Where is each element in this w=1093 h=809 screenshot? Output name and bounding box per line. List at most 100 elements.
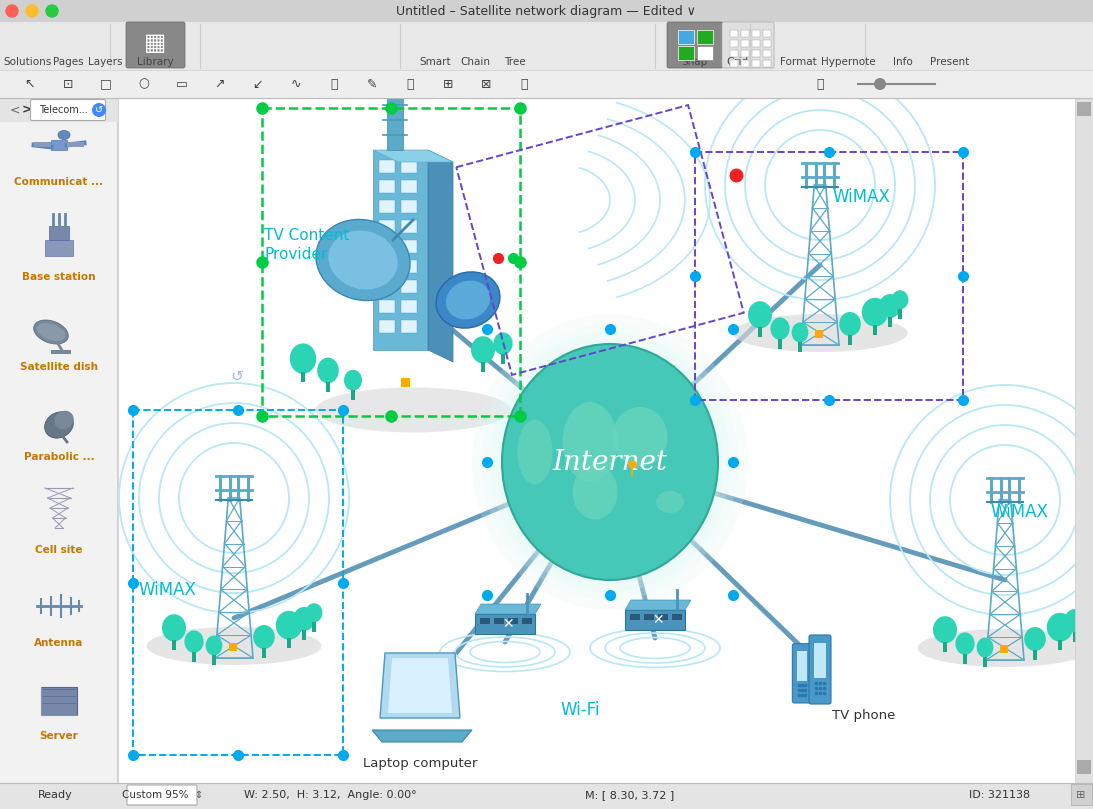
Ellipse shape	[1077, 605, 1093, 625]
Bar	[672, 614, 682, 620]
FancyBboxPatch shape	[722, 22, 774, 68]
Bar	[752, 30, 760, 37]
Text: Hypernote: Hypernote	[821, 57, 875, 67]
Text: ✎: ✎	[367, 78, 377, 91]
Text: Ready: Ready	[37, 790, 72, 800]
Bar	[379, 280, 395, 293]
Bar	[49, 226, 69, 240]
Bar	[51, 140, 67, 150]
Ellipse shape	[732, 314, 907, 352]
Bar	[401, 320, 418, 333]
Bar	[888, 317, 892, 327]
Ellipse shape	[37, 323, 66, 341]
Bar	[301, 372, 305, 382]
Bar	[379, 220, 395, 233]
Ellipse shape	[656, 491, 684, 513]
Bar	[763, 50, 771, 57]
Bar	[379, 300, 395, 313]
Bar	[480, 618, 490, 624]
Text: ⇕: ⇕	[193, 790, 202, 800]
Bar	[302, 630, 306, 640]
Ellipse shape	[517, 420, 552, 485]
Bar	[0, 783, 1093, 809]
Bar	[697, 46, 713, 60]
Text: <: <	[10, 104, 21, 116]
Ellipse shape	[34, 320, 69, 344]
Text: ⊞: ⊞	[443, 78, 454, 91]
FancyBboxPatch shape	[809, 635, 831, 704]
Ellipse shape	[290, 343, 316, 374]
Text: WiMAX: WiMAX	[138, 581, 196, 599]
Bar	[695, 152, 963, 400]
Bar	[379, 320, 395, 333]
Bar	[1000, 645, 1008, 653]
Bar	[401, 240, 418, 253]
Ellipse shape	[471, 337, 495, 363]
Polygon shape	[428, 150, 453, 362]
Ellipse shape	[490, 332, 730, 592]
Text: ID: 321138: ID: 321138	[969, 790, 1031, 800]
Text: Layers: Layers	[87, 57, 122, 67]
Text: Solutions: Solutions	[4, 57, 52, 67]
Text: WiMAX: WiMAX	[990, 503, 1048, 521]
Text: Antenna: Antenna	[34, 638, 84, 648]
Circle shape	[5, 5, 17, 17]
Bar	[379, 260, 395, 273]
Bar	[730, 60, 738, 67]
Bar	[678, 46, 694, 60]
Text: ↺: ↺	[230, 369, 243, 384]
Text: Cell site: Cell site	[35, 545, 83, 555]
Bar	[312, 622, 316, 632]
Ellipse shape	[146, 627, 321, 665]
Text: Format: Format	[779, 57, 816, 67]
Bar	[401, 180, 418, 193]
Text: >: >	[22, 104, 33, 116]
Bar	[508, 618, 518, 624]
Bar	[172, 640, 176, 650]
Bar	[379, 200, 395, 213]
Bar	[67, 142, 84, 147]
Bar	[475, 614, 534, 634]
Bar	[798, 342, 802, 352]
Text: □: □	[101, 78, 111, 91]
Bar	[752, 40, 760, 47]
Ellipse shape	[955, 633, 975, 654]
Text: W: 2.50,  H: 3.12,  Angle: 0.00°: W: 2.50, H: 3.12, Angle: 0.00°	[244, 790, 416, 800]
Bar	[401, 220, 418, 233]
Text: Library: Library	[137, 57, 174, 67]
Bar	[230, 643, 237, 651]
Ellipse shape	[748, 301, 772, 328]
Ellipse shape	[1047, 612, 1073, 642]
Text: ⤨: ⤨	[407, 78, 414, 91]
Bar	[730, 40, 738, 47]
Polygon shape	[475, 604, 541, 614]
Ellipse shape	[977, 637, 994, 658]
Ellipse shape	[45, 412, 73, 438]
Text: 🔍: 🔍	[816, 78, 824, 91]
Circle shape	[874, 78, 886, 90]
Bar	[630, 614, 640, 620]
Text: Wi-Fi: Wi-Fi	[561, 701, 600, 719]
Ellipse shape	[771, 317, 789, 340]
Bar	[133, 410, 343, 755]
Ellipse shape	[328, 231, 398, 290]
Bar	[0, 70, 1093, 98]
Text: ○: ○	[139, 78, 150, 91]
Text: ↗: ↗	[214, 78, 225, 91]
Bar	[494, 618, 504, 624]
Ellipse shape	[502, 344, 718, 580]
Bar	[0, 98, 118, 122]
Bar	[752, 50, 760, 57]
FancyBboxPatch shape	[31, 100, 106, 121]
Ellipse shape	[482, 324, 738, 600]
Ellipse shape	[185, 630, 203, 653]
Ellipse shape	[162, 614, 186, 642]
Text: Info: Info	[893, 57, 913, 67]
Text: Internet: Internet	[552, 448, 668, 476]
Ellipse shape	[1024, 627, 1046, 651]
Ellipse shape	[58, 130, 70, 139]
Text: Snap: Snap	[682, 57, 708, 67]
Bar	[351, 390, 355, 400]
Bar	[326, 382, 330, 392]
Text: ↙: ↙	[252, 78, 263, 91]
